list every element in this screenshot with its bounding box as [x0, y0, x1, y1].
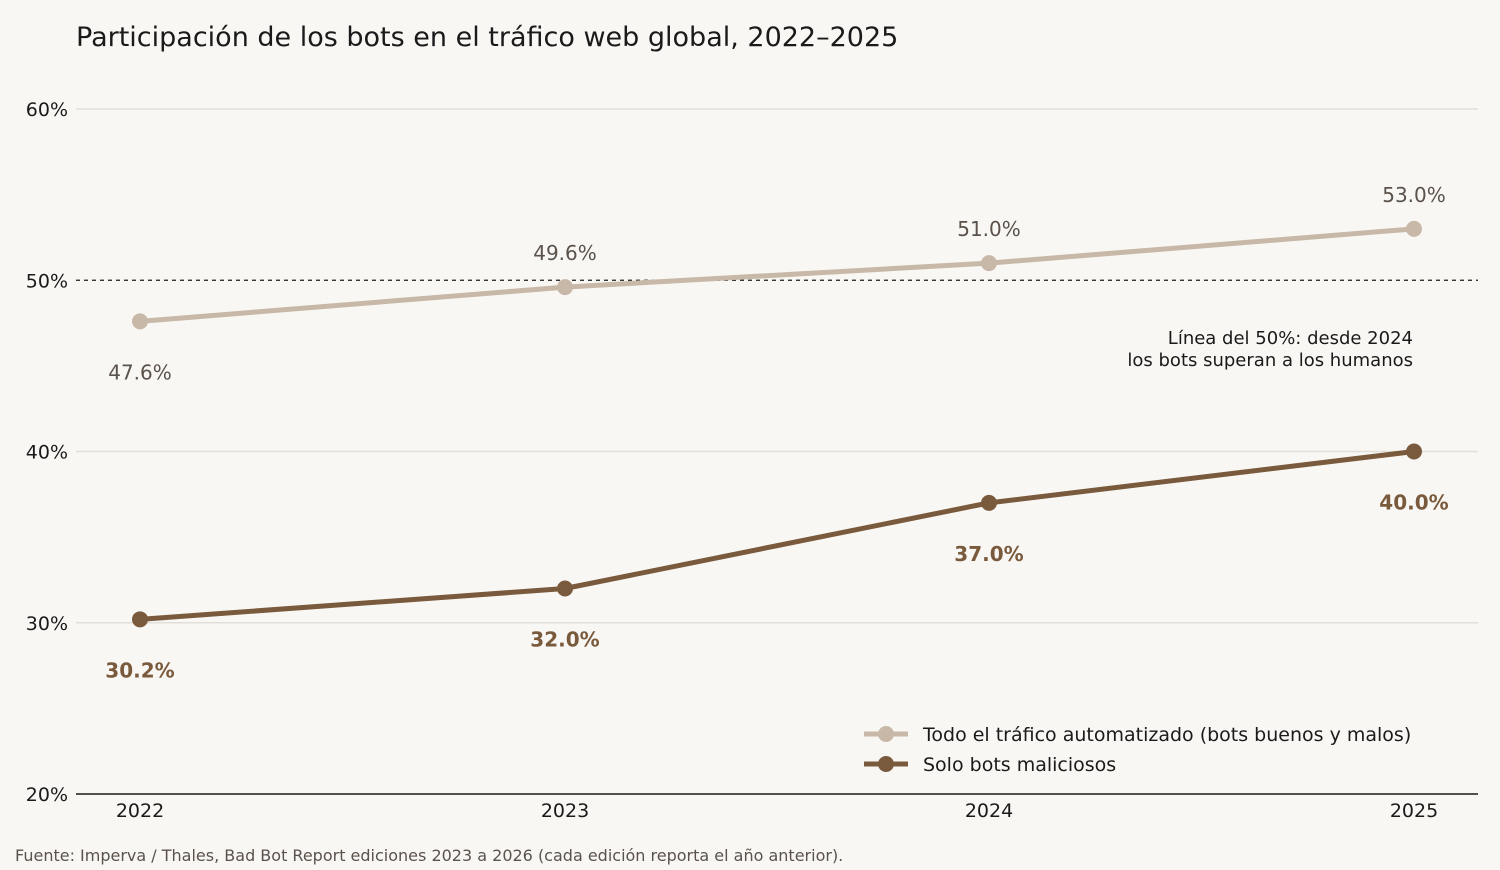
y-tick-label: 50%	[26, 270, 68, 292]
x-axis-ticks: 2022 2023 2024 2025	[116, 800, 1438, 822]
gridlines	[76, 108, 1478, 795]
y-tick-label: 20%	[26, 784, 68, 806]
legend: Todo el tráfico automatizado (bots bueno…	[864, 724, 1411, 776]
legend-label: Todo el tráfico automatizado (bots bueno…	[922, 724, 1411, 746]
source-note: Fuente: Imperva / Thales, Bad Bot Report…	[15, 846, 843, 865]
data-point	[557, 279, 573, 296]
data-label: 53.0%	[1382, 183, 1446, 207]
data-point	[981, 255, 997, 272]
data-label: 49.6%	[533, 241, 597, 265]
series-line	[137, 226, 1417, 324]
x-tick-label: 2024	[965, 800, 1013, 822]
x-tick-label: 2022	[116, 800, 164, 822]
data-point	[1406, 220, 1422, 237]
reference-annotation: los bots superan a los humanos	[1127, 350, 1413, 371]
data-point	[557, 580, 573, 597]
data-label: 37.0%	[954, 542, 1023, 566]
data-point	[1406, 443, 1422, 460]
y-tick-label: 40%	[26, 442, 68, 464]
chart-title: Participación de los bots en el tráfico …	[76, 22, 898, 53]
y-axis-ticks: 20% 30% 40% 50% 60%	[26, 99, 68, 806]
reference-annotation: Línea del 50%: desde 2024	[1168, 328, 1413, 349]
data-label: 47.6%	[108, 360, 172, 384]
legend-swatch-marker	[878, 726, 894, 742]
data-label: 30.2%	[105, 658, 174, 682]
series-group: 47.6% 49.6% 51.0% 53.0% 30.2% 32.0% 37.0% 40.0%	[105, 183, 1448, 682]
y-tick-label: 60%	[26, 99, 68, 121]
x-tick-label: 2023	[541, 800, 589, 822]
data-point	[981, 494, 997, 511]
legend-label: Solo bots maliciosos	[923, 754, 1116, 776]
data-point	[132, 313, 148, 330]
series-line	[137, 449, 1417, 622]
legend-swatch-marker	[878, 756, 894, 772]
data-label: 32.0%	[530, 628, 599, 652]
x-tick-label: 2025	[1390, 800, 1438, 822]
data-label: 51.0%	[957, 217, 1021, 241]
data-point	[132, 611, 148, 628]
data-label: 40.0%	[1379, 491, 1448, 515]
y-tick-label: 30%	[26, 613, 68, 635]
